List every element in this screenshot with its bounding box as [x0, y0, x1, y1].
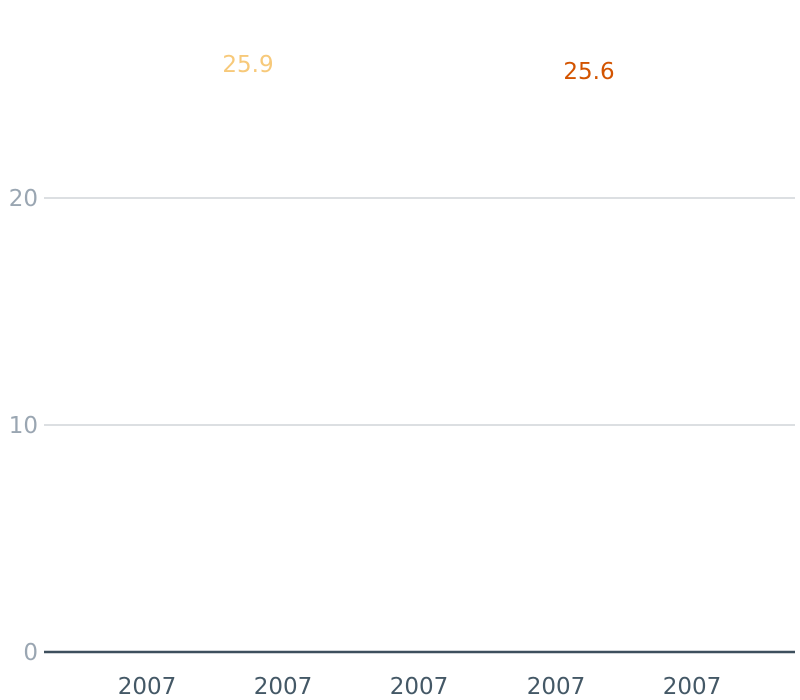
x-tick-label: 2007 [527, 674, 586, 700]
x-tick-label: 2007 [118, 674, 177, 700]
y-axis-ticks: 0 10 20 [9, 186, 38, 666]
data-label: 25.9 [222, 52, 273, 78]
x-axis-ticks: 2007 2007 2007 2007 2007 [118, 674, 722, 700]
data-label: 25.6 [563, 59, 614, 85]
x-tick-label: 2007 [390, 674, 449, 700]
data-labels: 25.9 25.6 [222, 52, 614, 85]
x-tick-label: 2007 [663, 674, 722, 700]
y-tick-label: 10 [9, 413, 38, 439]
y-tick-label: 20 [9, 186, 38, 212]
x-tick-label: 2007 [254, 674, 313, 700]
y-tick-label: 0 [23, 640, 38, 666]
grid-layer [44, 197, 795, 654]
